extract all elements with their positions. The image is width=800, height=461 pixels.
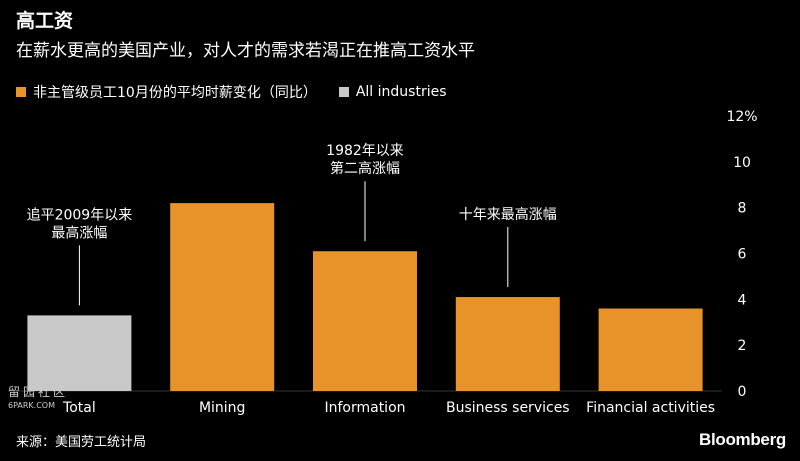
- bar-mining: [170, 203, 275, 391]
- x-tick-label: Financial activities: [586, 400, 715, 416]
- y-tick-label: 8: [738, 201, 747, 217]
- watermark-line2: 6PARK.COM: [8, 401, 56, 410]
- watermark: 留园社区 6PARK.COM: [8, 386, 68, 412]
- y-tick-label: 4: [738, 292, 747, 308]
- x-tick-label: Mining: [199, 400, 246, 416]
- source-note: 来源：美国劳工统计局: [16, 435, 147, 450]
- legend-entry-orange: 非主管级员工10月份的平均时薪变化（同比）: [16, 82, 317, 102]
- legend-swatch-orange: [16, 87, 26, 97]
- y-tick-label: 12%: [726, 109, 757, 125]
- x-tick-label: Total: [62, 400, 96, 416]
- annotation-text: 第二高涨幅: [330, 160, 400, 177]
- legend-entry-gray: All industries: [338, 84, 447, 100]
- legend-label-orange: 非主管级员工10月份的平均时薪变化（同比）: [33, 85, 317, 101]
- annotation-text: 追平2009年以来: [27, 207, 133, 223]
- legend-swatch-gray: [338, 87, 349, 97]
- bar-total: [27, 315, 132, 391]
- bar-business-services: [455, 297, 560, 391]
- y-tick-label: 6: [738, 247, 747, 263]
- legend-label-gray: All industries: [355, 84, 447, 100]
- annotation-text: 1982年以来: [326, 143, 404, 159]
- chart-title: 高工资: [16, 10, 74, 32]
- chart-subtitle: 在薪水更高的美国产业，对人才的需求若渴正在推高工资水平: [16, 41, 475, 61]
- bar-financial-activities: [598, 308, 703, 391]
- annotation-text: 最高涨幅: [51, 224, 107, 241]
- y-tick-label: 10: [733, 155, 751, 171]
- annotation-text: 十年来最高涨幅: [459, 206, 557, 223]
- legend: 非主管级员工10月份的平均时薪变化（同比） All industries: [16, 82, 461, 102]
- watermark-line1: 留园社区: [8, 385, 69, 399]
- bar-information: [313, 251, 417, 391]
- y-tick-label: 0: [738, 384, 747, 400]
- x-tick-label: Business services: [446, 400, 570, 416]
- x-tick-label: Information: [324, 400, 405, 416]
- bloomberg-logo: Bloomberg: [698, 430, 786, 449]
- y-tick-label: 2: [738, 338, 747, 354]
